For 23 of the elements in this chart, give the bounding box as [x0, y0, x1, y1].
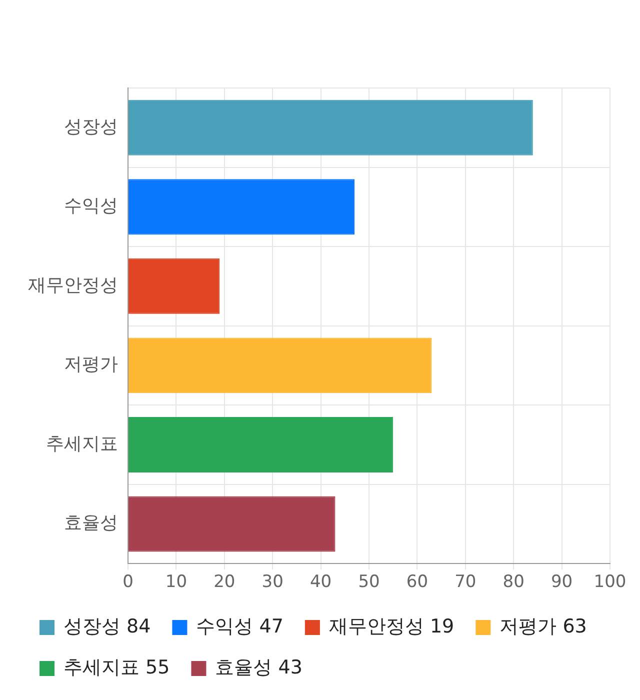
x-tick-label: 100 — [594, 572, 626, 592]
x-tick-label: 80 — [502, 572, 524, 592]
legend-label: 재무안정성 19 — [328, 615, 454, 638]
x-tick-label: 60 — [406, 572, 428, 592]
y-tick-label: 효율성 — [64, 512, 118, 534]
y-tick-label: 추세지표 — [46, 433, 118, 454]
legend-label: 저평가 63 — [500, 615, 587, 638]
x-tick-label: 40 — [310, 572, 332, 592]
y-tick-label: 저평가 — [64, 354, 118, 376]
legend-label: 성장성 84 — [64, 615, 151, 638]
y-tick-label: 수익성 — [64, 196, 118, 217]
x-tick-label: 50 — [358, 572, 380, 592]
legend-label: 효율성 43 — [215, 656, 302, 678]
x-tick-label: 70 — [454, 572, 476, 592]
legend-label: 수익성 47 — [196, 615, 284, 638]
x-tick-label: 0 — [122, 572, 134, 592]
legend-label: 추세지표 55 — [64, 656, 170, 678]
x-tick-label: 30 — [262, 572, 284, 592]
x-tick-label: 20 — [214, 572, 236, 592]
y-tick-label: 성장성 — [64, 116, 118, 138]
x-tick-label: 90 — [550, 572, 573, 592]
x-tick-label: 10 — [165, 572, 188, 592]
y-tick-label: 재무안정성 — [28, 274, 118, 296]
